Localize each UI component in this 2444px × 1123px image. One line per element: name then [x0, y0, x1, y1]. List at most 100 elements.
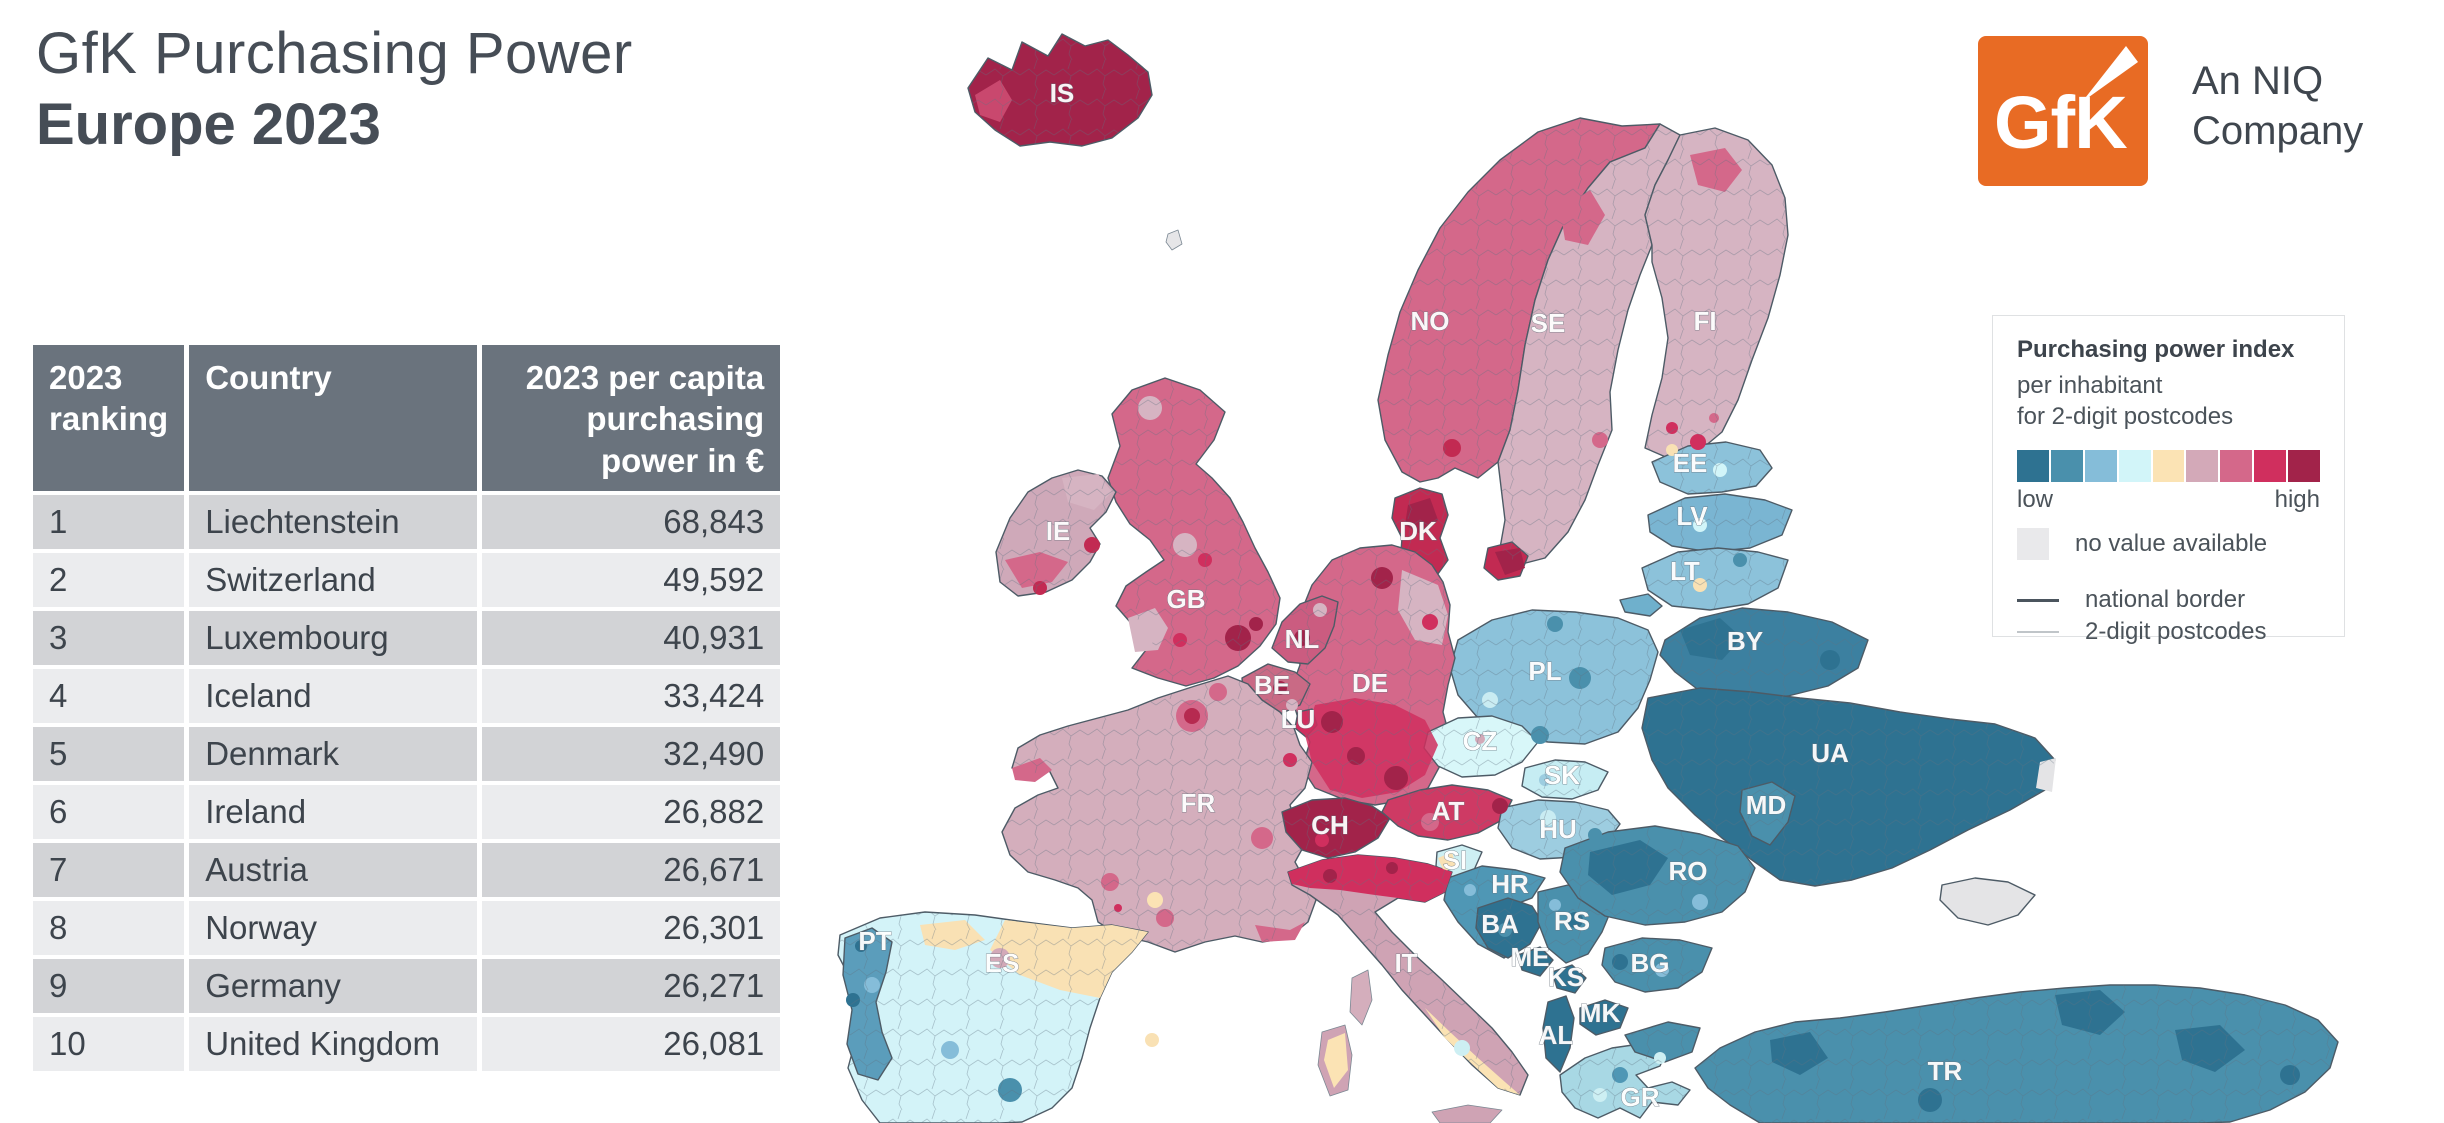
niq-tagline: An NIQ Company [2192, 56, 2363, 156]
scale-swatch [2186, 450, 2219, 482]
country-label-al: AL [1539, 1020, 1574, 1050]
country-label-es: ES [985, 948, 1020, 978]
country-cell: Iceland [189, 668, 478, 723]
scale-swatch [2220, 450, 2253, 482]
value-cell: 32,490 [482, 726, 781, 781]
legend-subtitle-line2: for 2-digit postcodes [2017, 403, 2234, 430]
country-cell: Norway [189, 900, 478, 955]
scale-swatch [2084, 450, 2117, 482]
legend-postcode-border: 2-digit postcodes [2017, 618, 2320, 646]
country-label-ro: RO [1669, 856, 1708, 886]
no-value-label: no value available [2075, 530, 2268, 557]
value-cell: 49,592 [482, 552, 781, 607]
title-line2: Europe 2023 [36, 92, 381, 158]
scale-swatch [2254, 450, 2287, 482]
col-header-country: Country [189, 345, 478, 491]
legend-subtitle-line1: per inhabitant [2017, 372, 2163, 399]
country-label-at: AT [1432, 796, 1465, 826]
country-ks [1551, 964, 1587, 994]
rank-cell: 9 [33, 958, 185, 1013]
country-label-lt: LT [1670, 556, 1700, 586]
country-label-is: IS [1050, 78, 1075, 108]
country-label-pl: PL [1528, 656, 1561, 686]
country-cell: United Kingdom [189, 1016, 478, 1071]
postcode-border-label: 2-digit postcodes [2085, 618, 2267, 645]
country-label-bg: BG [1631, 948, 1670, 978]
country-label-fr: FR [1181, 788, 1216, 818]
country-label-me: ME [1511, 942, 1550, 972]
scale-swatch [2118, 450, 2151, 482]
table-row: 6 Ireland 26,882 [33, 784, 781, 839]
country-label-mk: MK [1580, 998, 1621, 1028]
country-label-gr: GR [1621, 1082, 1660, 1112]
table-row: 9 Germany 26,271 [33, 958, 781, 1013]
legend-no-value: no value available [2017, 528, 2320, 560]
logo-text: GfK [1994, 81, 2127, 164]
country-label-dk: DK [1399, 516, 1437, 546]
country-cell: Liechtenstein [189, 494, 478, 549]
gfk-logo-mark: GfK [1978, 36, 2148, 186]
col-header-ranking: 2023 ranking [33, 345, 185, 491]
national-border-label: national border [2085, 586, 2246, 613]
rank-cell: 10 [33, 1016, 185, 1071]
ranking-table: 2023 ranking Country 2023 per capita pur… [28, 341, 785, 1075]
title-line1: GfK Purchasing Power [36, 21, 633, 86]
country-me [1517, 946, 1554, 977]
table-row: 7 Austria 26,671 [33, 842, 781, 897]
value-cell: 26,671 [482, 842, 781, 897]
country-label-tr: TR [1928, 1056, 1963, 1086]
table-row: 1 Liechtenstein 68,843 [33, 494, 781, 549]
country-label-by: BY [1727, 626, 1763, 656]
country-label-se: SE [1531, 308, 1566, 338]
country-label-pt: PT [858, 926, 891, 956]
legend-high-label: high [2274, 486, 2320, 513]
country-cell: Denmark [189, 726, 478, 781]
country-label-ch: CH [1311, 810, 1349, 840]
rank-cell: 7 [33, 842, 185, 897]
rank-cell: 6 [33, 784, 185, 839]
value-cell: 26,301 [482, 900, 781, 955]
table-row: 2 Switzerland 49,592 [33, 552, 781, 607]
island-sicily [1431, 1104, 1503, 1123]
rank-cell: 3 [33, 610, 185, 665]
country-cell: Ireland [189, 784, 478, 839]
country-label-de: DE [1352, 668, 1388, 698]
gfk-logo: GfK [1978, 36, 2148, 186]
rank-cell: 2 [33, 552, 185, 607]
country-label-ba: BA [1481, 909, 1519, 939]
country-label-it: IT [1394, 948, 1417, 978]
scale-swatch [2050, 450, 2083, 482]
country-mk [1579, 999, 1629, 1036]
scale-swatch [2017, 450, 2049, 482]
value-cell: 68,843 [482, 494, 781, 549]
country-label-nl: NL [1285, 624, 1320, 654]
country-label-no: NO [1411, 306, 1450, 336]
rank-cell: 5 [33, 726, 185, 781]
legend-low-label: low [2017, 486, 2054, 513]
map-legend: Purchasing power index per inhabitant fo… [1992, 315, 2345, 645]
scale-swatch [2288, 450, 2321, 482]
legend-subtitle: per inhabitant for 2-digit postcodes [2017, 370, 2320, 432]
country-cell: Austria [189, 842, 478, 897]
country-label-fi: FI [1693, 306, 1716, 336]
value-cell: 33,424 [482, 668, 781, 723]
col-header-value: 2023 per capita purchasing power in € [482, 345, 781, 491]
value-cell: 40,931 [482, 610, 781, 665]
logo-slash-icon [2082, 46, 2138, 102]
country-label-gb: GB [1167, 584, 1206, 614]
country-label-lv: LV [1676, 501, 1708, 531]
value-cell: 26,882 [482, 784, 781, 839]
country-label-cz: CZ [1463, 726, 1498, 756]
table-header-row: 2023 ranking Country 2023 per capita pur… [33, 345, 781, 491]
country-label-sk: SK [1544, 760, 1580, 790]
legend-title: Purchasing power index [2017, 336, 2295, 363]
national-border-line-sample [2017, 598, 2059, 602]
country-label-be: BE [1254, 670, 1290, 700]
country-label-ie: IE [1046, 516, 1071, 546]
no-value-swatch [2017, 528, 2049, 560]
table-row: 4 Iceland 33,424 [33, 668, 781, 723]
legend-national-border: national border [2017, 586, 2320, 614]
country-label-hu: HU [1539, 814, 1577, 844]
country-label-ks: KS [1548, 962, 1584, 992]
